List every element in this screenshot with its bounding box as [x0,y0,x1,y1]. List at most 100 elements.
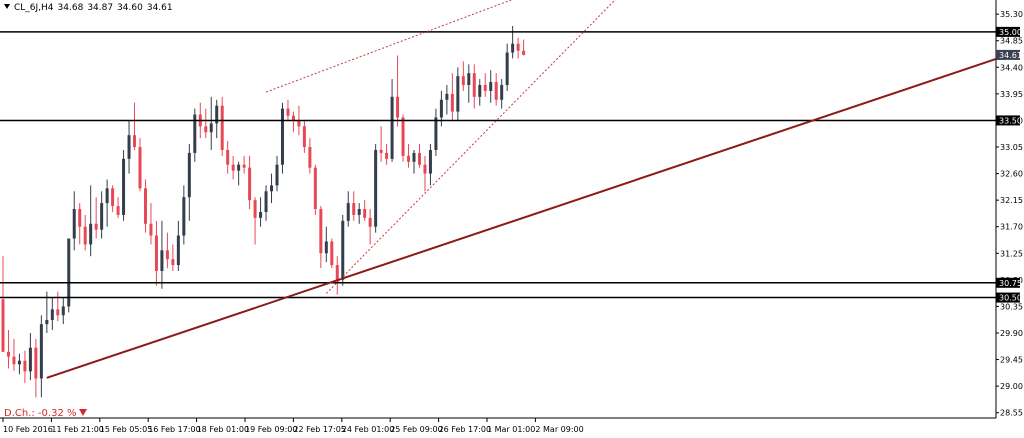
level-tag-label: 35.00 [999,28,1022,37]
candle-body [143,188,147,224]
candle-body [72,209,76,239]
candle-body [264,191,268,212]
candle-body [270,185,274,192]
candle-body [133,135,137,148]
candle-body [467,73,471,86]
price-axis-label: 33.95 [1000,90,1023,99]
time-axis-label: 2 Mar 09:00 [535,425,583,434]
candle-body [23,360,27,372]
candles-layer [1,25,526,398]
candle-body [160,250,164,271]
candle-body [412,152,416,162]
candle-body [1,299,5,352]
level-tag-box [996,26,1020,37]
level-tags: 35.00 33.50 30.75 30.50 34.61 [996,26,1022,303]
candle-body [335,265,339,280]
chart-header: CL_6J,H4 34.68 34.87 34.60 34.61 [4,3,177,13]
price-axis-label: 30.35 [1000,302,1023,311]
candle-body [83,226,87,245]
level-tag-box [996,277,1020,288]
candle-body [220,105,224,150]
time-axis-label: 1 Mar 01:00 [487,425,535,434]
candle-body [500,85,504,100]
candle-body [379,149,383,153]
candle-body [417,152,421,165]
candle-body [116,206,120,215]
candle-body [248,167,252,201]
candle-body [165,250,169,260]
level-tag-box [996,115,1020,126]
level-tag-box [996,292,1020,303]
candle-body [100,203,104,230]
candle-body [330,241,334,266]
candle-body [149,223,153,236]
price-axis-label: 32.60 [1000,170,1023,179]
candle-body [138,147,142,189]
price-axis-label: 33.05 [1000,143,1023,152]
time-axis-label: 18 Feb 01:00 [197,425,249,434]
candle-body [390,96,394,159]
price-axis-label: 35.30 [1000,10,1023,19]
ohlc-close: 34.61 [146,3,173,13]
collapse-triangle-icon[interactable] [4,4,10,9]
candle-body [176,235,180,266]
candle-body [17,360,21,365]
candle-body [489,82,493,91]
candle-body [215,105,219,124]
candle-body [280,108,284,165]
candle-body [434,117,438,150]
time-axis-label: 22 Feb 17:05 [293,425,345,434]
time-axis-label: 25 Feb 09:00 [390,425,442,434]
candle-body [105,188,109,204]
candle-body [171,259,175,266]
candle-body [286,108,290,116]
candle-body [56,309,60,316]
candle-body [291,115,295,121]
candle-body [374,149,378,227]
candle-body [522,50,526,55]
price-axis-label: 32.15 [1000,196,1023,205]
candle-body [154,235,158,271]
level-tag-label: 30.50 [999,294,1022,303]
lines-layer [0,0,997,379]
candle-body [516,43,520,51]
candle-body [313,167,317,209]
candle-body [407,155,411,162]
candle-body [308,147,312,168]
candle-body [483,85,487,91]
candle-body [94,223,98,230]
down-arrow-icon [79,409,88,416]
plot-area [0,0,996,418]
channel-lower-line [325,0,616,294]
candle-body [302,126,306,148]
candle-body [461,76,465,86]
candle-body [122,158,126,215]
candle-body [385,152,389,159]
candle-body [34,347,38,379]
candle-body [61,306,65,316]
candle-body [6,351,10,357]
candle-body [231,164,235,171]
candle-body [209,123,213,133]
level-tag-label: 30.75 [999,279,1022,288]
candle-body [396,96,400,118]
candle-body [472,73,476,97]
level-tag-label: 33.50 [999,116,1022,125]
time-axis-label: 15 Feb 05:05 [100,425,152,434]
candle-body [456,76,460,112]
candle-body [182,197,186,236]
candle-body [494,82,498,100]
candle-body [204,126,208,133]
daily-change-label: D.Ch.: -0.32 % [4,408,77,419]
candle-body [428,149,432,174]
candle-body [50,309,54,320]
price-axis-label: 29.90 [1000,329,1023,338]
candle-body [111,188,115,207]
time-axis-label: 24 Feb 01:00 [342,425,394,434]
candle-body [78,209,82,227]
candle-body [237,164,241,171]
price-axis-label: 29.00 [1000,382,1023,391]
candle-body [423,164,427,174]
candle-body [445,93,449,100]
